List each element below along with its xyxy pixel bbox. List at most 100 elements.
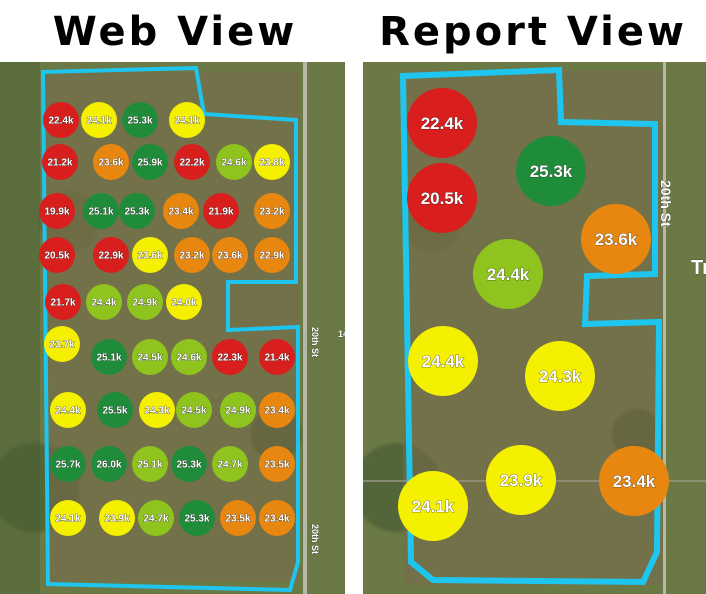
yield-point-label: 23.6k xyxy=(98,158,123,169)
yield-point-label: 24.4k xyxy=(91,298,116,309)
yield-point[interactable]: 22.2k xyxy=(174,144,210,180)
yield-point-label: 23.9k xyxy=(500,471,543,490)
yield-point[interactable]: 22.4k xyxy=(407,88,477,158)
yield-point[interactable]: 20.5k xyxy=(39,237,75,273)
yield-point[interactable]: 24.9k xyxy=(127,284,163,320)
web-view-map[interactable]: 20th St 20th St 14 22.4k24.1k25.3k24.1k2… xyxy=(0,62,345,594)
yield-point-marker xyxy=(212,237,248,273)
yield-point[interactable]: 22.3k xyxy=(212,339,248,375)
yield-point[interactable]: 24.1k xyxy=(50,500,86,536)
yield-point[interactable]: 22.4k xyxy=(43,102,79,138)
yield-point-label: 22.4k xyxy=(421,114,464,133)
yield-point-marker xyxy=(473,239,543,309)
yield-point-label: 22.4k xyxy=(48,116,73,127)
yield-point[interactable]: 24.5k xyxy=(132,339,168,375)
yield-point[interactable]: 25.7k xyxy=(50,446,86,482)
yield-point-marker xyxy=(93,237,129,273)
yield-point-label: 20.5k xyxy=(44,251,69,262)
yield-point[interactable]: 24.1k xyxy=(81,102,117,138)
yield-point[interactable]: 25.1k xyxy=(91,339,127,375)
yield-point[interactable]: 25.5k xyxy=(97,392,133,428)
yield-point[interactable]: 21.2k xyxy=(42,144,78,180)
yield-point-marker xyxy=(83,193,119,229)
yield-point[interactable]: 20.5k xyxy=(407,163,477,233)
yield-point-label: 22.9k xyxy=(259,251,284,262)
yield-point[interactable]: 25.3k xyxy=(122,102,158,138)
yield-point[interactable]: 26.0k xyxy=(91,446,127,482)
yield-point[interactable]: 25.3k xyxy=(179,500,215,536)
yield-point-marker xyxy=(39,237,75,273)
yield-point[interactable]: 23.8k xyxy=(254,144,290,180)
yield-point[interactable]: 24.9k xyxy=(220,392,256,428)
yield-point-marker xyxy=(81,102,117,138)
yield-point-marker xyxy=(174,144,210,180)
yield-point[interactable]: 22.9k xyxy=(93,237,129,273)
yield-point[interactable]: 23.4k xyxy=(259,500,295,536)
yield-point[interactable]: 24.6k xyxy=(171,339,207,375)
yield-point[interactable]: 25.3k xyxy=(171,446,207,482)
yield-point[interactable]: 24.3k xyxy=(139,392,175,428)
yield-point-label: 24.4k xyxy=(487,265,530,284)
yield-point-label: 25.3k xyxy=(530,162,573,181)
yield-point[interactable]: 23.5k xyxy=(220,500,256,536)
yield-point[interactable]: 23.6k xyxy=(132,237,168,273)
yield-point[interactable]: 23.6k xyxy=(93,144,129,180)
yield-point[interactable]: 23.6k xyxy=(581,204,651,274)
yield-point[interactable]: 21.7k xyxy=(45,284,81,320)
report-view-map-canvas: 20th St Tr 22.4k 25.3k 20.5k 23.6k 24.4k 24.4… xyxy=(363,62,706,594)
yield-point-label: 23.9k xyxy=(104,514,129,525)
yield-point[interactable]: 25.1k xyxy=(83,193,119,229)
yield-point[interactable]: 23.2k xyxy=(174,237,210,273)
yield-point[interactable]: 23.9k xyxy=(99,500,135,536)
yield-point-label: 24.9k xyxy=(132,298,157,309)
yield-point-label: 24.7k xyxy=(143,514,168,525)
report-view-map[interactable]: 20th St Tr 22.4k 25.3k 20.5k 23.6k 24.4k 24.4… xyxy=(363,62,706,594)
yield-point-marker xyxy=(50,500,86,536)
yield-point-marker xyxy=(398,471,468,541)
yield-point-marker xyxy=(407,163,477,233)
yield-point-label: 25.5k xyxy=(102,406,127,417)
yield-point[interactable]: 23.2k xyxy=(254,193,290,229)
yield-point-label: 24.6k xyxy=(176,353,201,364)
yield-point[interactable]: 22.9k xyxy=(254,237,290,273)
yield-point[interactable]: 23.5k xyxy=(259,446,295,482)
yield-point[interactable]: 24.4k xyxy=(86,284,122,320)
yield-point-marker xyxy=(516,136,586,206)
yield-point[interactable]: 24.4k xyxy=(408,326,478,396)
yield-point[interactable]: 25.3k xyxy=(516,136,586,206)
yield-point[interactable]: 24.1k xyxy=(169,102,205,138)
yield-point-label: 24.1k xyxy=(55,514,80,525)
yield-point-label: 25.1k xyxy=(137,460,162,471)
web-view-title: Web View xyxy=(52,9,298,55)
yield-point[interactable]: 21.9k xyxy=(203,193,239,229)
yield-point[interactable]: 23.7k xyxy=(44,326,80,362)
yield-point[interactable]: 25.1k xyxy=(132,446,168,482)
yield-point-label: 23.5k xyxy=(225,514,250,525)
yield-point-marker xyxy=(119,193,155,229)
yield-point[interactable]: 24.5k xyxy=(176,392,212,428)
yield-point[interactable]: 24.7k xyxy=(212,446,248,482)
yield-point[interactable]: 19.9k xyxy=(39,193,75,229)
yield-point-marker xyxy=(138,500,174,536)
yield-point[interactable]: 24.7k xyxy=(138,500,174,536)
yield-point-marker xyxy=(91,339,127,375)
yield-point[interactable]: 24.0k xyxy=(166,284,202,320)
report-view-title: Report View xyxy=(379,9,687,55)
yield-point[interactable]: 23.4k xyxy=(599,446,669,516)
yield-point[interactable]: 24.4k xyxy=(473,239,543,309)
yield-point-marker xyxy=(599,446,669,516)
yield-point[interactable]: 24.1k xyxy=(398,471,468,541)
yield-point[interactable]: 23.9k xyxy=(486,445,556,515)
yield-point[interactable]: 25.9k xyxy=(132,144,168,180)
yield-point-label: 24.3k xyxy=(539,367,582,386)
yield-point[interactable]: 24.6k xyxy=(216,144,252,180)
yield-point[interactable]: 23.4k xyxy=(163,193,199,229)
yield-point[interactable]: 24.4k xyxy=(50,392,86,428)
yield-point[interactable]: 25.3k xyxy=(119,193,155,229)
yield-point[interactable]: 24.3k xyxy=(525,341,595,411)
yield-point[interactable]: 23.4k xyxy=(259,392,295,428)
yield-point[interactable]: 23.6k xyxy=(212,237,248,273)
yield-point-label: 23.2k xyxy=(259,207,284,218)
yield-point-label: 25.9k xyxy=(137,158,162,169)
yield-point[interactable]: 21.4k xyxy=(259,339,295,375)
